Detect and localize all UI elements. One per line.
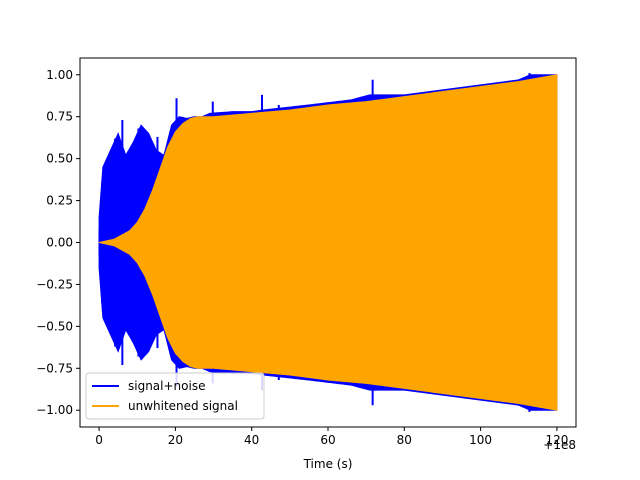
series-band: [98, 74, 558, 411]
series-unwhitened-signal: [98, 74, 558, 411]
x-tick-label: 20: [168, 433, 183, 447]
x-tick-label: 0: [95, 433, 103, 447]
y-tick-label: 1.00: [46, 68, 73, 82]
axes: 0 20 40 60 80 100 120 −1.00 −0.75 −0.50 −0.25 0.00 0…: [36, 57, 577, 447]
y-tick-label: 0.50: [46, 152, 73, 166]
legend-entry: signal+noise: [92, 379, 205, 393]
plot-area: [98, 73, 558, 412]
y-tick-label: −1.00: [36, 403, 73, 417]
y-tick-label: −0.75: [36, 361, 73, 375]
y-tick-label: 0.25: [46, 194, 73, 208]
legend-label: signal+noise: [128, 379, 205, 393]
x-axis-offset-label: +1e8: [543, 438, 576, 452]
legend-box: [85, 372, 265, 420]
x-tick-label: 120: [545, 433, 568, 447]
x-tick-label: 80: [397, 433, 412, 447]
x-tick-label: 100: [469, 433, 492, 447]
legend-entry: unwhitened signal: [92, 399, 238, 413]
y-tick-label: 0.75: [46, 110, 73, 124]
y-tick-label: −0.25: [36, 277, 73, 291]
legend-label: unwhitened signal: [128, 399, 238, 413]
x-axis-label: Time (s): [303, 457, 353, 471]
x-tick-label: 60: [320, 433, 335, 447]
x-tick-label: 40: [244, 433, 259, 447]
y-tick-label: −0.50: [36, 319, 73, 333]
legend: signal+noise unwhitened signal: [85, 372, 265, 420]
y-tick-label: 0.00: [46, 236, 73, 250]
